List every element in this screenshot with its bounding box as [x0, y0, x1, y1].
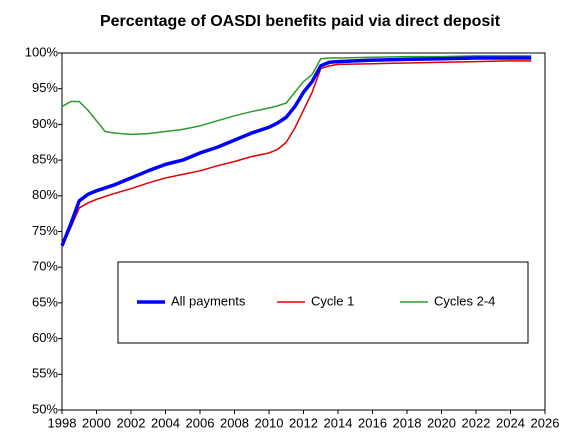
x-tick-label: 2014 [324, 415, 353, 430]
y-tick-label: 90% [32, 116, 58, 131]
y-tick-label: 60% [32, 330, 58, 345]
legend-label: Cycles 2-4 [434, 293, 495, 308]
y-tick-label: 70% [32, 259, 58, 274]
x-tick-label: 2004 [151, 415, 180, 430]
x-tick-label: 2020 [427, 415, 456, 430]
x-tick-label: 2002 [117, 415, 146, 430]
legend-label: All payments [171, 293, 246, 308]
legend-label: Cycle 1 [311, 293, 354, 308]
series-line [60, 56, 532, 247]
x-tick-label: 2000 [82, 415, 111, 430]
y-tick-label: 65% [32, 294, 58, 309]
x-tick-label: 2010 [255, 415, 284, 430]
x-tick-label: 2012 [289, 415, 318, 430]
y-tick-label: 50% [32, 401, 58, 416]
x-tick-label: 2016 [358, 415, 387, 430]
chart-title: Percentage of OASDI benefits paid via di… [100, 13, 501, 30]
y-tick-label: 100% [25, 44, 59, 59]
x-tick-label: 2026 [531, 415, 560, 430]
series-line [61, 55, 532, 136]
y-tick-label: 80% [32, 187, 58, 202]
plot-frame [61, 52, 546, 411]
y-tick-label: 95% [32, 80, 58, 95]
y-tick-label: 75% [32, 223, 58, 238]
x-tick-label: 2008 [220, 415, 249, 430]
x-tick-label: 2024 [496, 415, 525, 430]
legend-box [117, 261, 529, 344]
x-tick-label: 2018 [393, 415, 422, 430]
y-tick-label: 55% [32, 366, 58, 381]
series-line [61, 60, 532, 248]
x-tick-label: 1998 [48, 415, 77, 430]
x-tick-label: 2006 [186, 415, 215, 430]
x-tick-label: 2022 [462, 415, 491, 430]
y-tick-label: 85% [32, 152, 58, 167]
